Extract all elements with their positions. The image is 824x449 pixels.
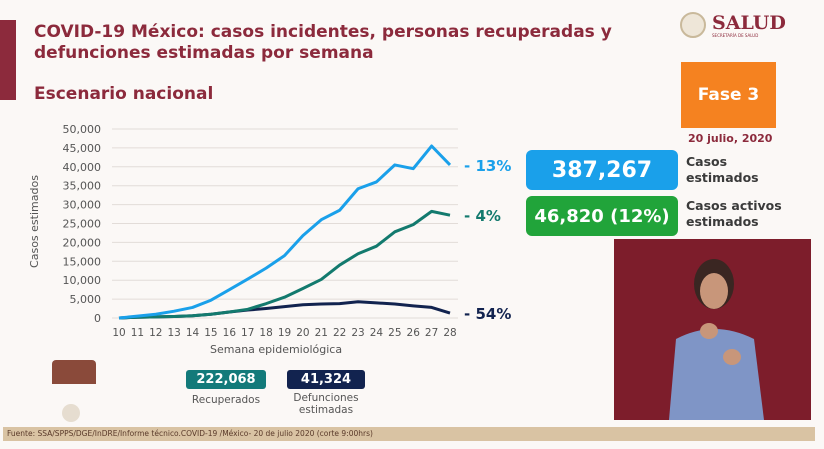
recovered-total: 222,068 bbox=[186, 370, 266, 389]
x-tick-label: 24 bbox=[370, 327, 384, 339]
y-tick-label: 5,000 bbox=[70, 293, 102, 306]
y-tick-label: 25,000 bbox=[63, 218, 102, 231]
y-tick-label: 15,000 bbox=[63, 255, 102, 268]
series-line bbox=[118, 209, 451, 320]
y-tick-label: 35,000 bbox=[63, 180, 102, 193]
y-tick-label: 45,000 bbox=[63, 142, 102, 155]
accent-bar bbox=[0, 20, 16, 100]
x-tick-label: 12 bbox=[149, 327, 162, 339]
x-tick-label: 18 bbox=[259, 327, 272, 339]
page-subtitle: Escenario nacional bbox=[34, 84, 214, 104]
deaths-label: Defunciones estimadas bbox=[293, 392, 359, 416]
y-tick-label: 40,000 bbox=[63, 161, 102, 174]
x-tick-label: 21 bbox=[315, 327, 328, 339]
series-line bbox=[118, 144, 452, 320]
x-tick-label: 16 bbox=[223, 327, 237, 339]
logo-text: SALUD bbox=[712, 11, 786, 34]
x-tick-label: 15 bbox=[204, 327, 217, 339]
active-cases-label: Casos activos estimados bbox=[686, 198, 782, 229]
y-tick-label: 20,000 bbox=[63, 236, 102, 249]
series-end-label: - 4% bbox=[464, 207, 501, 225]
y-tick-label: 30,000 bbox=[63, 199, 102, 212]
series-end-label: - 54% bbox=[464, 305, 511, 323]
x-tick-label: 28 bbox=[443, 327, 456, 339]
x-tick-label: 17 bbox=[241, 327, 254, 339]
y-axis-label: Casos estimados bbox=[27, 175, 41, 268]
estimated-cases-label: Casos estimados bbox=[686, 154, 759, 185]
x-tick-label: 23 bbox=[351, 327, 364, 339]
x-tick-label: 11 bbox=[131, 327, 144, 339]
historic-figures-logo bbox=[52, 360, 96, 384]
x-tick-label: 19 bbox=[278, 327, 291, 339]
x-tick-label: 20 bbox=[296, 327, 309, 339]
salud-logo: SALUD SECRETARÍA DE SALUD bbox=[680, 12, 786, 38]
seal-icon bbox=[62, 404, 80, 422]
x-tick-label: 14 bbox=[186, 327, 200, 339]
seal-icon bbox=[680, 12, 706, 38]
recovered-label: Recuperados bbox=[191, 394, 261, 406]
phase-date: 20 julio, 2020 bbox=[688, 132, 773, 145]
x-tick-label: 25 bbox=[388, 327, 401, 339]
x-tick-label: 10 bbox=[112, 327, 125, 339]
deaths-total: 41,324 bbox=[287, 370, 365, 389]
sign-language-interpreter-video bbox=[614, 239, 811, 420]
x-tick-label: 13 bbox=[167, 327, 180, 339]
logo-subtext: SECRETARÍA DE SALUD bbox=[712, 32, 759, 38]
x-axis-label: Semana epidemiológica bbox=[210, 343, 343, 356]
y-tick-label: 50,000 bbox=[63, 123, 102, 136]
y-tick-label: 10,000 bbox=[63, 274, 102, 287]
source-footer: Fuente: SSA/SPPS/DGE/InDRE/Informe técni… bbox=[3, 427, 815, 441]
page-title: COVID-19 México: casos incidentes, perso… bbox=[34, 22, 612, 63]
x-tick-label: 22 bbox=[333, 327, 346, 339]
phase-badge: Fase 3 bbox=[681, 62, 776, 128]
y-tick-label: 0 bbox=[94, 312, 101, 325]
x-tick-label: 26 bbox=[407, 327, 421, 339]
x-tick-label: 27 bbox=[425, 327, 438, 339]
series-end-label: - 13% bbox=[464, 157, 511, 175]
estimated-cases-value: 387,267 bbox=[526, 150, 678, 190]
active-cases-value: 46,820 (12%) bbox=[526, 196, 678, 236]
interpreter-silhouette bbox=[669, 259, 764, 420]
